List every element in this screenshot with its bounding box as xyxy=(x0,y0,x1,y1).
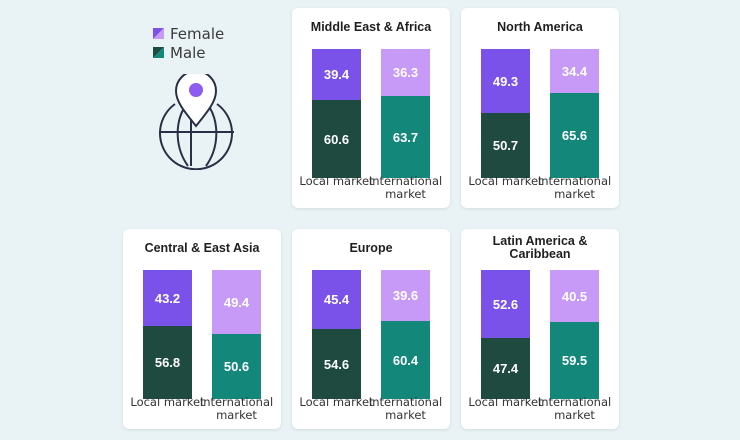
chart-card-north-america: North America 49.3 50.7 Local market 34.4 65… xyxy=(461,8,619,208)
bar-segment-female: 49.4 xyxy=(212,270,261,334)
category-label: Local market xyxy=(130,395,205,409)
bar-segment-male: 54.6 xyxy=(312,329,361,399)
female-swatch-icon xyxy=(153,28,164,39)
category-label: Local market xyxy=(299,174,374,188)
category-label: International market xyxy=(368,174,443,201)
chart-title: Europe xyxy=(349,241,393,255)
category-label: International market xyxy=(199,395,274,422)
category-label: Local market xyxy=(468,395,543,409)
bar-segment-female: 39.4 xyxy=(312,49,361,100)
bar-local: 43.2 56.8 xyxy=(143,270,192,399)
bar-local: 49.3 50.7 xyxy=(481,49,530,178)
bar-international: 40.5 59.5 xyxy=(550,270,599,399)
bar-segment-female: 49.3 xyxy=(481,49,530,113)
chart-card-central-east-asia: Central & East Asia 43.2 56.8 Local market… xyxy=(123,229,281,429)
chart-card-europe: Europe 45.4 54.6 Local market 39.6 60.4 Inter… xyxy=(292,229,450,429)
chart-card-latin-america-caribbean: Latin America & Caribbean 52.6 47.4 Local … xyxy=(461,229,619,429)
legend-item-male: Male xyxy=(153,43,224,62)
bar-local: 39.4 60.6 xyxy=(312,49,361,178)
legend-label-male: Male xyxy=(170,43,206,62)
bar-international: 36.3 63.7 xyxy=(381,49,430,178)
legend-item-female: Female xyxy=(153,24,224,43)
chart-title: Latin America & Caribbean xyxy=(492,234,588,261)
bar-local: 52.6 47.4 xyxy=(481,270,530,399)
bar-segment-male: 50.7 xyxy=(481,113,530,178)
male-swatch-icon xyxy=(153,47,164,58)
bar-segment-female: 52.6 xyxy=(481,270,530,338)
bar-international: 49.4 50.6 xyxy=(212,270,261,399)
bar-segment-male: 60.4 xyxy=(381,321,430,399)
bar-segment-female: 43.2 xyxy=(143,270,192,326)
bar-segment-male: 60.6 xyxy=(312,100,361,178)
bar-international: 39.6 60.4 xyxy=(381,270,430,399)
bar-segment-male: 56.8 xyxy=(143,326,192,399)
bar-international: 34.4 65.6 xyxy=(550,49,599,178)
bar-segment-female: 36.3 xyxy=(381,49,430,96)
chart-title: Middle East & Africa xyxy=(310,20,432,34)
chart-card-middle-east-africa: Middle East & Africa 39.4 60.6 Local marke… xyxy=(292,8,450,208)
bar-segment-male: 63.7 xyxy=(381,96,430,178)
bar-segment-female: 34.4 xyxy=(550,49,599,93)
legend-label-female: Female xyxy=(170,24,225,43)
legend: Female Male xyxy=(153,24,224,62)
category-label: Local market xyxy=(299,395,374,409)
bar-segment-female: 40.5 xyxy=(550,270,599,322)
bar-local: 45.4 54.6 xyxy=(312,270,361,399)
bar-segment-male: 50.6 xyxy=(212,334,261,399)
category-label: International market xyxy=(537,395,612,422)
bar-segment-male: 47.4 xyxy=(481,338,530,399)
category-label: Local market xyxy=(468,174,543,188)
category-label: International market xyxy=(537,174,612,201)
globe-location-pin-icon xyxy=(159,74,234,170)
chart-title: North America xyxy=(497,20,583,34)
bar-segment-male: 65.6 xyxy=(550,93,599,178)
category-label: International market xyxy=(368,395,443,422)
bar-segment-female: 45.4 xyxy=(312,270,361,329)
chart-title: Central & East Asia xyxy=(144,241,260,255)
bar-segment-male: 59.5 xyxy=(550,322,599,399)
bar-segment-female: 39.6 xyxy=(381,270,430,321)
